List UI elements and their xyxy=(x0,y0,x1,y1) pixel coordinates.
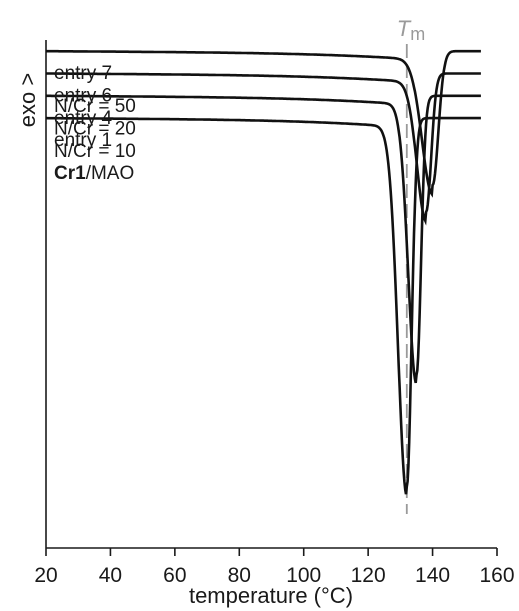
curve-label-line1: entry 6 xyxy=(54,85,112,106)
dsc-curve-2 xyxy=(46,72,481,226)
dsc-curve-3 xyxy=(46,94,481,384)
x-tick-label: 20 xyxy=(34,564,57,587)
dsc-curve-1 xyxy=(46,49,481,198)
x-tick-label: 60 xyxy=(163,564,186,587)
tm-reference: Tm xyxy=(397,16,425,514)
tm-label: Tm xyxy=(397,16,425,44)
x-tick-label: 140 xyxy=(415,564,450,587)
curve-label-line2: N/Cr = 20 xyxy=(54,118,136,139)
x-tick-label: 40 xyxy=(99,564,122,587)
x-tick-label: 160 xyxy=(479,564,514,587)
curve-label-line2: N/Cr = 50 xyxy=(54,96,136,117)
x-tick-label: 80 xyxy=(228,564,251,587)
dsc-curve-4 xyxy=(46,116,481,495)
curve-label-line2: Cr1/MAO xyxy=(54,163,134,184)
y-axis-label: exo > xyxy=(15,73,40,127)
curve-label-line1: entry 1 xyxy=(54,130,112,151)
curve-label-line1: entry 4 xyxy=(54,108,113,129)
x-tick-label: 100 xyxy=(286,564,321,587)
dsc-curves xyxy=(46,49,481,495)
curve-label-line1: entry 7 xyxy=(54,63,112,84)
x-tick-label: 120 xyxy=(351,564,386,587)
x-ticks: 20 40 60 80 100 120 140 160 xyxy=(34,548,515,587)
x-axis-label: temperature (°C) xyxy=(189,583,353,608)
curve-label-line2: N/Cr = 10 xyxy=(54,141,136,162)
